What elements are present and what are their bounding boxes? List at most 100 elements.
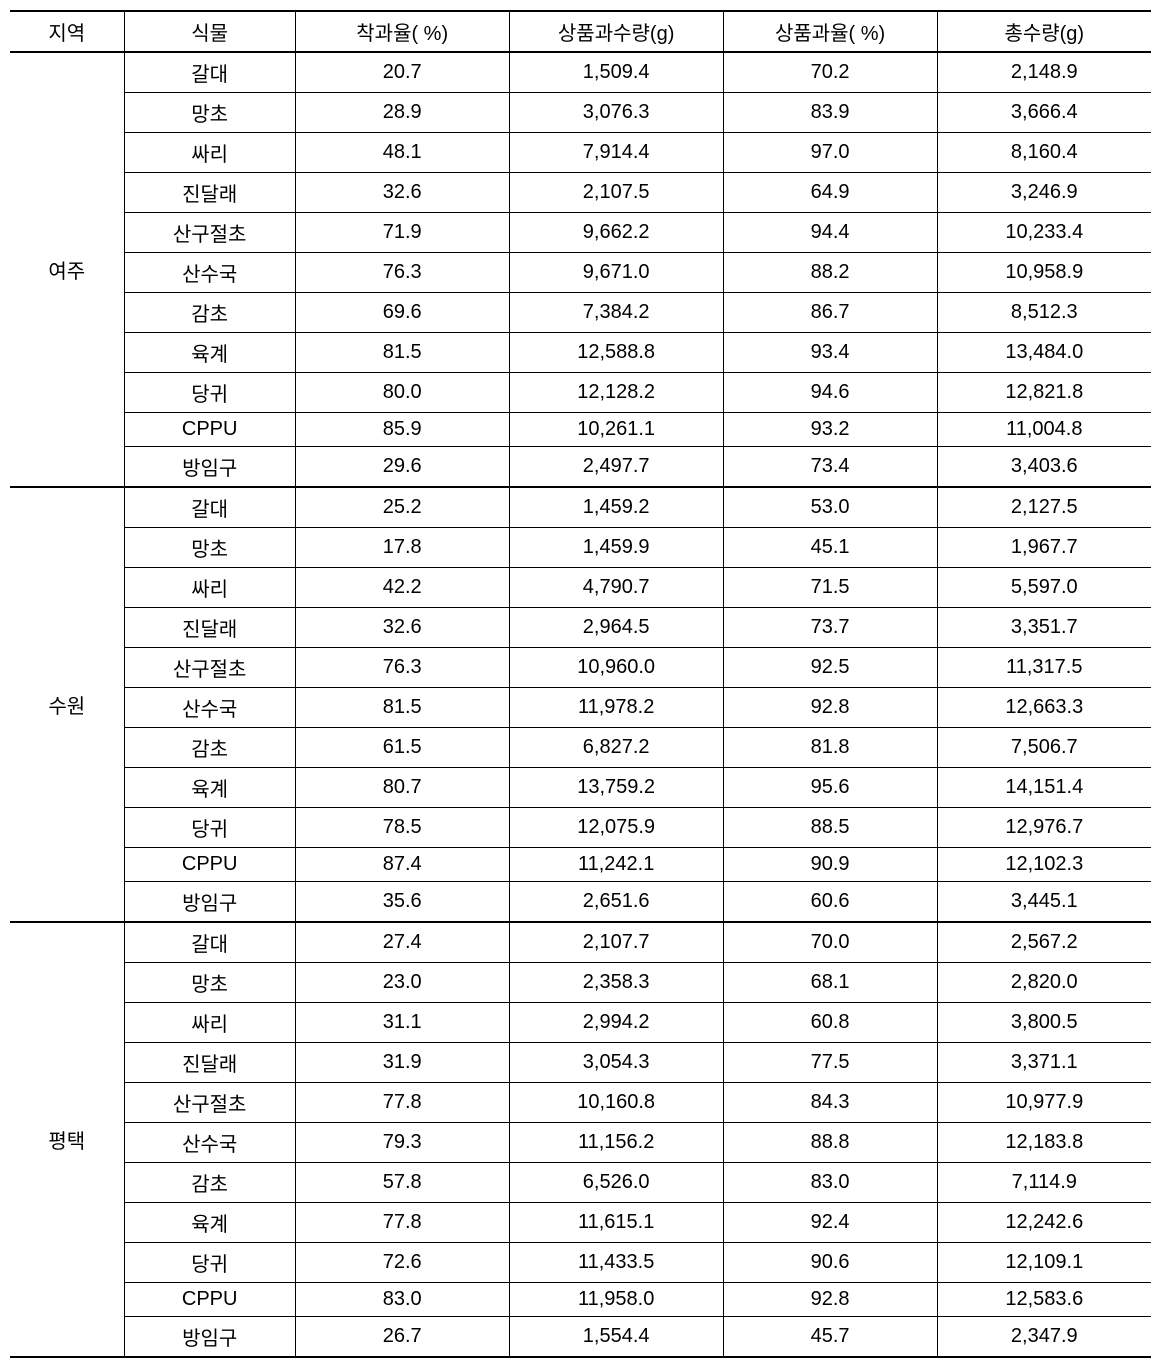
prate-cell: 90.9 xyxy=(723,848,937,882)
col-header-total: 총수량(g) xyxy=(937,11,1151,52)
table-row: 싸리48.17,914.497.08,160.4 xyxy=(10,133,1151,173)
region-cell: 여주 xyxy=(10,52,124,487)
total-cell: 5,597.0 xyxy=(937,568,1151,608)
total-cell: 12,821.8 xyxy=(937,373,1151,413)
rate-cell: 32.6 xyxy=(295,173,509,213)
total-cell: 12,976.7 xyxy=(937,808,1151,848)
prate-cell: 94.4 xyxy=(723,213,937,253)
qty-cell: 3,076.3 xyxy=(509,93,723,133)
rate-cell: 61.5 xyxy=(295,728,509,768)
plant-cell: 싸리 xyxy=(124,568,295,608)
qty-cell: 11,433.5 xyxy=(509,1243,723,1283)
plant-cell: 산수국 xyxy=(124,253,295,293)
table-row: 싸리31.12,994.260.83,800.5 xyxy=(10,1003,1151,1043)
total-cell: 2,148.9 xyxy=(937,52,1151,93)
plant-cell: CPPU xyxy=(124,1283,295,1317)
qty-cell: 11,156.2 xyxy=(509,1123,723,1163)
total-cell: 3,666.4 xyxy=(937,93,1151,133)
rate-cell: 81.5 xyxy=(295,688,509,728)
qty-cell: 3,054.3 xyxy=(509,1043,723,1083)
prate-cell: 73.7 xyxy=(723,608,937,648)
rate-cell: 71.9 xyxy=(295,213,509,253)
qty-cell: 6,827.2 xyxy=(509,728,723,768)
plant-cell: 당귀 xyxy=(124,808,295,848)
plant-cell: 진달래 xyxy=(124,173,295,213)
plant-cell: 산구절초 xyxy=(124,648,295,688)
qty-cell: 11,978.2 xyxy=(509,688,723,728)
table-row: 산수국76.39,671.088.210,958.9 xyxy=(10,253,1151,293)
table-row: 산구절초77.810,160.884.310,977.9 xyxy=(10,1083,1151,1123)
qty-cell: 2,497.7 xyxy=(509,447,723,488)
qty-cell: 9,671.0 xyxy=(509,253,723,293)
total-cell: 7,506.7 xyxy=(937,728,1151,768)
total-cell: 10,233.4 xyxy=(937,213,1151,253)
prate-cell: 95.6 xyxy=(723,768,937,808)
qty-cell: 11,958.0 xyxy=(509,1283,723,1317)
qty-cell: 11,242.1 xyxy=(509,848,723,882)
qty-cell: 13,759.2 xyxy=(509,768,723,808)
table-row: 진달래32.62,107.564.93,246.9 xyxy=(10,173,1151,213)
rate-cell: 77.8 xyxy=(295,1083,509,1123)
plant-cell: 진달래 xyxy=(124,608,295,648)
qty-cell: 2,107.7 xyxy=(509,922,723,963)
plant-cell: 감초 xyxy=(124,728,295,768)
plant-cell: 갈대 xyxy=(124,922,295,963)
table-row: 여주갈대20.71,509.470.22,148.9 xyxy=(10,52,1151,93)
table-row: 망초17.81,459.945.11,967.7 xyxy=(10,528,1151,568)
plant-cell: 산수국 xyxy=(124,688,295,728)
plant-cell: 산수국 xyxy=(124,1123,295,1163)
col-header-rate: 착과율( %) xyxy=(295,11,509,52)
total-cell: 13,484.0 xyxy=(937,333,1151,373)
plant-cell: 감초 xyxy=(124,293,295,333)
table-row: 산구절초71.99,662.294.410,233.4 xyxy=(10,213,1151,253)
total-cell: 1,967.7 xyxy=(937,528,1151,568)
prate-cell: 60.8 xyxy=(723,1003,937,1043)
rate-cell: 20.7 xyxy=(295,52,509,93)
rate-cell: 78.5 xyxy=(295,808,509,848)
qty-cell: 2,107.5 xyxy=(509,173,723,213)
qty-cell: 7,914.4 xyxy=(509,133,723,173)
prate-cell: 94.6 xyxy=(723,373,937,413)
qty-cell: 7,384.2 xyxy=(509,293,723,333)
rate-cell: 77.8 xyxy=(295,1203,509,1243)
plant-cell: 싸리 xyxy=(124,1003,295,1043)
table-row: 육계81.512,588.893.413,484.0 xyxy=(10,333,1151,373)
prate-cell: 88.2 xyxy=(723,253,937,293)
prate-cell: 92.5 xyxy=(723,648,937,688)
total-cell: 3,445.1 xyxy=(937,882,1151,923)
prate-cell: 77.5 xyxy=(723,1043,937,1083)
rate-cell: 72.6 xyxy=(295,1243,509,1283)
total-cell: 12,242.6 xyxy=(937,1203,1151,1243)
qty-cell: 11,615.1 xyxy=(509,1203,723,1243)
table-row: 산구절초76.310,960.092.511,317.5 xyxy=(10,648,1151,688)
qty-cell: 2,358.3 xyxy=(509,963,723,1003)
qty-cell: 1,459.2 xyxy=(509,487,723,528)
rate-cell: 25.2 xyxy=(295,487,509,528)
table-body: 여주갈대20.71,509.470.22,148.9망초28.93,076.38… xyxy=(10,52,1151,1357)
plant-cell: 싸리 xyxy=(124,133,295,173)
rate-cell: 80.7 xyxy=(295,768,509,808)
rate-cell: 32.6 xyxy=(295,608,509,648)
table-row: 싸리42.24,790.771.55,597.0 xyxy=(10,568,1151,608)
table-row: 진달래31.93,054.377.53,371.1 xyxy=(10,1043,1151,1083)
total-cell: 12,183.8 xyxy=(937,1123,1151,1163)
rate-cell: 42.2 xyxy=(295,568,509,608)
table-row: 방임구35.62,651.660.63,445.1 xyxy=(10,882,1151,923)
qty-cell: 6,526.0 xyxy=(509,1163,723,1203)
total-cell: 8,512.3 xyxy=(937,293,1151,333)
prate-cell: 92.4 xyxy=(723,1203,937,1243)
prate-cell: 90.6 xyxy=(723,1243,937,1283)
rate-cell: 26.7 xyxy=(295,1317,509,1358)
qty-cell: 2,651.6 xyxy=(509,882,723,923)
prate-cell: 88.8 xyxy=(723,1123,937,1163)
prate-cell: 83.9 xyxy=(723,93,937,133)
plant-cell: 진달래 xyxy=(124,1043,295,1083)
qty-cell: 12,588.8 xyxy=(509,333,723,373)
prate-cell: 88.5 xyxy=(723,808,937,848)
total-cell: 2,347.9 xyxy=(937,1317,1151,1358)
prate-cell: 53.0 xyxy=(723,487,937,528)
plant-cell: 육계 xyxy=(124,1203,295,1243)
plant-cell: 망초 xyxy=(124,528,295,568)
rate-cell: 17.8 xyxy=(295,528,509,568)
total-cell: 11,004.8 xyxy=(937,413,1151,447)
